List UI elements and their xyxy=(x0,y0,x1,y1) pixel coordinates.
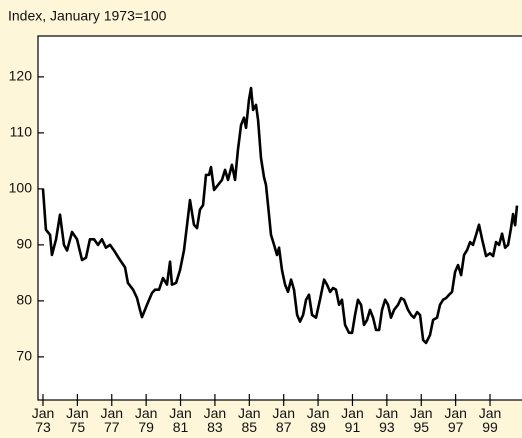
x-tick-label: Jan 95 xyxy=(410,405,433,435)
line-series xyxy=(41,86,519,345)
x-tick-label: Jan 91 xyxy=(341,405,364,435)
x-tick-label: Jan 75 xyxy=(66,405,89,435)
x-tick-label: Jan 93 xyxy=(376,405,399,435)
x-tick-label: Jan 99 xyxy=(479,405,502,435)
plot-area xyxy=(37,35,522,401)
y-tick-label: 100 xyxy=(9,180,33,196)
y-tick-label: 110 xyxy=(10,124,33,140)
y-tick-label: 90 xyxy=(16,236,32,252)
x-tick-label: Jan 83 xyxy=(204,405,227,435)
x-tick-label: Jan 89 xyxy=(307,405,330,435)
x-tick-label: Jan 87 xyxy=(272,405,295,435)
x-tick-label: Jan 73 xyxy=(32,405,55,435)
chart-title: Index, January 1973=100 xyxy=(8,8,167,24)
y-tick-label: 120 xyxy=(9,68,33,84)
x-tick-label: Jan 97 xyxy=(444,405,467,435)
x-tick-label: Jan 85 xyxy=(238,405,261,435)
y-tick-label: 70 xyxy=(16,348,32,364)
x-tick-label: Jan 77 xyxy=(100,405,123,435)
y-tick-label: 80 xyxy=(16,292,32,308)
x-tick-label: Jan 79 xyxy=(135,405,158,435)
x-tick-label: Jan 81 xyxy=(169,405,192,435)
